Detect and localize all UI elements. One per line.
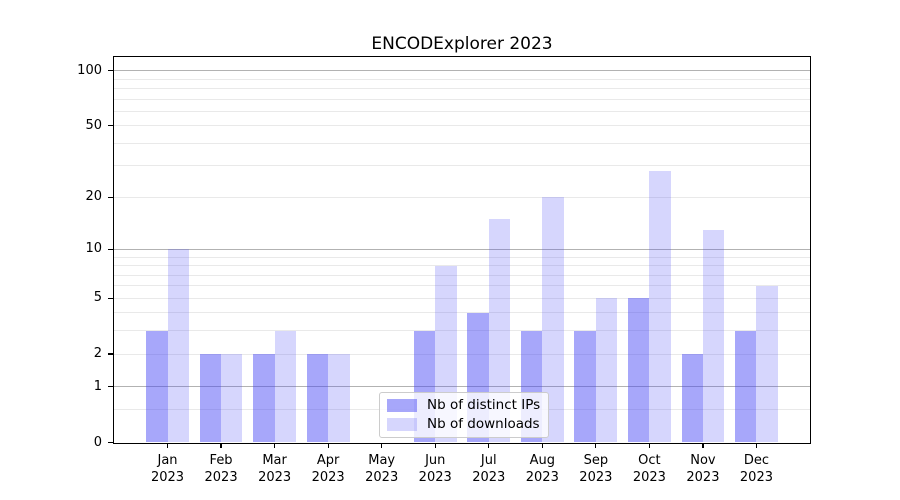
gridline-minor [114, 265, 810, 267]
x-tick-mark [274, 443, 276, 449]
legend-swatch-distinct-ips [387, 399, 417, 412]
x-tick-mark [488, 443, 490, 449]
x-tick-mark [702, 443, 704, 449]
x-tick-label: Nov 2023 [686, 452, 720, 485]
gridline-major [114, 386, 810, 388]
x-tick-label: Apr 2023 [311, 452, 345, 485]
x-tick-label: Oct 2023 [632, 452, 666, 485]
x-tick-mark [595, 443, 597, 449]
gridline-minor [114, 165, 810, 167]
y-tick-mark [107, 441, 113, 444]
x-tick-mark [541, 443, 543, 449]
x-tick-label: Jul 2023 [472, 452, 506, 485]
bar-distinct-ips [627, 298, 650, 443]
y-tick-mark [107, 196, 113, 198]
bar-downloads [649, 171, 671, 443]
y-tick-label: 5 [93, 290, 102, 306]
x-tick-mark [648, 443, 650, 449]
bar-downloads [328, 354, 350, 443]
bar-downloads [221, 354, 243, 443]
plot-frame [112, 55, 812, 444]
x-tick-mark [755, 443, 758, 449]
y-tick-mark [107, 248, 113, 250]
legend-item-downloads: Nb of downloads [387, 417, 540, 432]
y-tick-label: 50 [85, 117, 102, 133]
gridline-minor [114, 256, 810, 258]
y-tick-label: 1 [93, 378, 102, 394]
x-tick-mark [220, 443, 222, 449]
legend-swatch-downloads [387, 418, 417, 431]
x-tick-mark [327, 443, 329, 449]
x-tick-label: May 2023 [365, 452, 399, 485]
legend-label-downloads: Nb of downloads [427, 416, 540, 432]
legend-item-distinct-ips: Nb of distinct IPs [387, 398, 540, 413]
y-tick-label: 2 [93, 346, 102, 362]
x-tick-label: Mar 2023 [258, 452, 292, 485]
legend: Nb of distinct IPs Nb of downloads [379, 392, 550, 438]
gridline-minor [114, 88, 810, 90]
bar-distinct-ips [253, 354, 275, 443]
bar-distinct-ips [306, 354, 329, 443]
bar-downloads [167, 249, 189, 443]
gridline-major [114, 70, 810, 72]
bar-distinct-ips [146, 330, 168, 443]
legend-label-distinct-ips: Nb of distinct IPs [427, 397, 541, 413]
bar-downloads [542, 197, 564, 443]
gridline-minor [114, 297, 810, 299]
gridline-minor [114, 196, 810, 198]
bar-downloads [702, 229, 725, 443]
gridline-minor [114, 274, 810, 276]
x-tick-mark [166, 443, 169, 449]
y-tick-label: 100 [77, 62, 102, 78]
gridline-minor [114, 142, 810, 144]
gridline-minor [114, 110, 810, 112]
x-tick-label: Jan 2023 [150, 452, 185, 485]
y-tick-mark [107, 386, 113, 388]
x-tick-label: Aug 2023 [525, 452, 559, 485]
bar-distinct-ips [735, 330, 757, 443]
bar-downloads [595, 298, 618, 443]
x-tick-mark [434, 443, 436, 449]
gridline-minor [114, 330, 810, 332]
gridline-minor [114, 78, 810, 80]
y-tick-label: 20 [85, 189, 102, 205]
y-tick-mark [107, 70, 113, 72]
x-tick-mark [381, 443, 383, 449]
y-tick-mark [107, 297, 113, 299]
chart-title: ENCODExplorer 2023 [371, 34, 553, 54]
bar-downloads [488, 219, 511, 443]
bar-downloads [274, 330, 296, 443]
gridline-minor [114, 125, 810, 127]
x-tick-label: Sep 2023 [579, 452, 613, 485]
gridline-minor [114, 98, 810, 100]
gridline-minor [114, 312, 810, 314]
gridline-major [114, 248, 810, 250]
x-tick-label: Feb 2023 [204, 452, 238, 485]
y-tick-label: 0 [93, 434, 102, 450]
y-tick-mark [107, 125, 113, 127]
x-tick-label: Jun 2023 [418, 452, 452, 485]
y-tick-mark [107, 353, 113, 355]
y-tick-label: 10 [85, 241, 102, 257]
gridline-minor [114, 285, 810, 287]
bar-downloads [756, 285, 778, 443]
bar-distinct-ips [574, 330, 596, 443]
bar-distinct-ips [681, 354, 703, 443]
gridline-minor [114, 353, 810, 355]
bar-distinct-ips [199, 354, 222, 443]
x-tick-label: Dec 2023 [739, 452, 773, 485]
